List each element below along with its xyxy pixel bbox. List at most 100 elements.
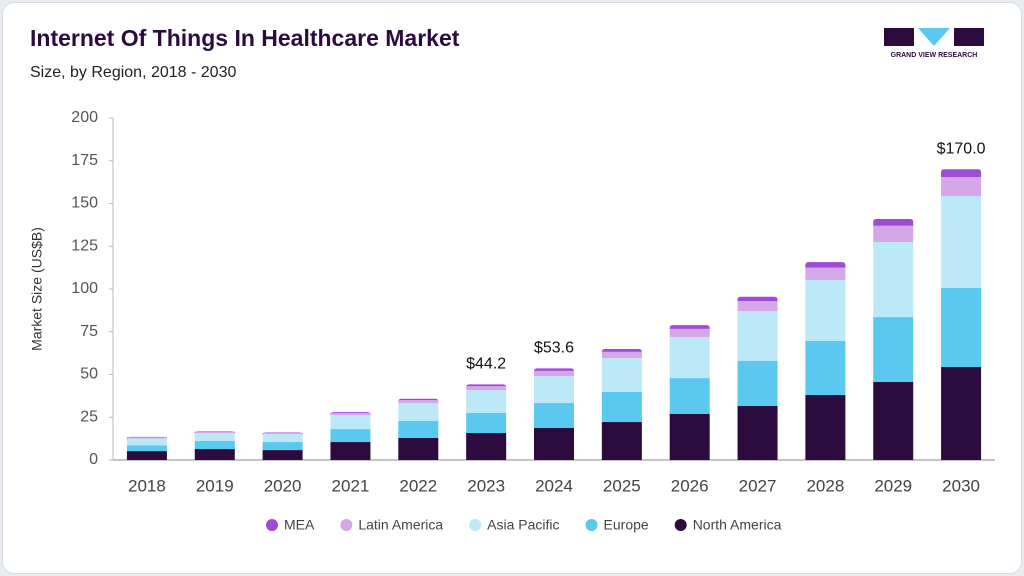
bar-segment xyxy=(262,432,303,435)
bar-segment xyxy=(126,451,167,460)
bar-segment xyxy=(194,431,235,433)
bar-segment xyxy=(669,414,710,460)
bar-segment xyxy=(737,311,778,361)
x-tick-label: 2026 xyxy=(671,476,709,495)
bar-segment xyxy=(873,382,914,460)
x-tick-label: 2028 xyxy=(806,476,844,495)
bar-segment xyxy=(873,225,914,242)
x-tick-label: 2024 xyxy=(535,476,573,495)
chart-subtitle: Size, by Region, 2018 - 2030 xyxy=(30,64,236,81)
logo: GRAND VIEW RESEARCH xyxy=(884,28,984,59)
bar-segment xyxy=(534,376,574,404)
bar-segment xyxy=(534,370,574,377)
total-label: $44.2 xyxy=(466,356,506,373)
y-tick-label: 100 xyxy=(71,280,98,297)
bar-segment xyxy=(398,437,439,460)
bar-segment xyxy=(398,400,439,404)
legend-swatch xyxy=(674,519,687,531)
bar-segment xyxy=(194,431,235,435)
bar-segment xyxy=(466,432,507,460)
x-tick-label: 2030 xyxy=(942,476,980,495)
bar-segment xyxy=(466,384,507,388)
bar-segment xyxy=(601,358,642,392)
bar-segment xyxy=(126,438,167,446)
y-tick-label: 75 xyxy=(80,323,98,340)
bar-segment xyxy=(805,395,846,460)
bar-segment xyxy=(126,437,167,439)
x-tick-label: 2027 xyxy=(739,476,777,495)
bar-segment xyxy=(737,405,778,460)
bar-segment xyxy=(941,177,982,196)
y-tick-label: 175 xyxy=(71,152,98,169)
bar-segment xyxy=(466,390,507,413)
bar-segment xyxy=(669,378,710,415)
bar-segment xyxy=(194,449,235,460)
bar-segment xyxy=(873,317,914,383)
legend-swatch xyxy=(340,519,353,531)
y-tick-label: 150 xyxy=(71,195,98,212)
x-tick-label: 2019 xyxy=(196,476,234,495)
legend-swatch xyxy=(266,519,278,531)
bar-segment xyxy=(601,351,642,359)
bar-segment xyxy=(737,360,778,406)
x-tick-label: 2023 xyxy=(467,476,505,495)
bar-segment xyxy=(466,386,507,391)
bar-segment xyxy=(330,442,371,460)
x-tick-label: 2021 xyxy=(332,476,370,495)
y-tick-label: 25 xyxy=(80,408,98,425)
bar-segment xyxy=(669,337,710,379)
total-label: $170.0 xyxy=(937,141,986,158)
x-tick-label: 2020 xyxy=(264,476,302,495)
bar-segment xyxy=(941,169,982,178)
bar-segment xyxy=(398,398,439,402)
brand: GRAND VIEW RESEARCH xyxy=(891,52,978,59)
bar-segment xyxy=(262,450,303,460)
legend-label: Europe xyxy=(604,517,649,533)
bar-segment xyxy=(941,287,982,367)
bar-segment xyxy=(330,412,371,416)
y-tick-label: 200 xyxy=(71,109,98,126)
bar-segment xyxy=(805,340,846,396)
bar-segment xyxy=(466,412,507,433)
bar-segment xyxy=(398,403,439,422)
y-tick-label: 50 xyxy=(80,366,98,383)
bar-segment xyxy=(669,325,710,329)
legend-swatch xyxy=(585,519,598,531)
legend-label: MEA xyxy=(284,517,315,533)
y-tick-label: 0 xyxy=(89,451,98,468)
bar-segment xyxy=(330,415,371,430)
bar-segment xyxy=(941,195,982,288)
y-axis-label: Market Size (US$B) xyxy=(29,227,45,351)
bar-segment xyxy=(805,262,846,268)
bar-segment xyxy=(601,349,642,353)
x-tick-label: 2025 xyxy=(603,476,641,495)
chart-title: Internet Of Things In Healthcare Market xyxy=(30,25,460,51)
bar-segment xyxy=(669,328,710,338)
bar-segment xyxy=(941,366,982,460)
bar-segment xyxy=(805,267,846,280)
bar-segment xyxy=(601,391,642,423)
bar-segment xyxy=(873,219,914,226)
legend-label: Asia Pacific xyxy=(487,517,559,533)
x-tick-label: 2022 xyxy=(399,476,437,495)
bar-segment xyxy=(398,421,439,438)
bar-segment xyxy=(805,279,846,341)
bar-segment xyxy=(194,441,235,450)
x-tick-label: 2029 xyxy=(874,476,912,495)
bar-segment xyxy=(534,368,574,372)
bar-segment xyxy=(262,432,303,436)
bar-segment xyxy=(534,403,574,429)
bar-segment xyxy=(330,412,371,416)
x-tick-label: 2018 xyxy=(128,476,166,495)
legend-swatch xyxy=(469,519,482,531)
y-tick-label: 125 xyxy=(71,237,98,254)
bar-segment xyxy=(262,434,303,443)
bar-segment xyxy=(126,445,167,452)
bar-segment xyxy=(262,442,303,451)
bar-segment xyxy=(737,301,778,312)
bar-segment xyxy=(194,432,235,442)
legend-label: Latin America xyxy=(358,517,443,533)
total-label: $53.6 xyxy=(534,340,574,357)
